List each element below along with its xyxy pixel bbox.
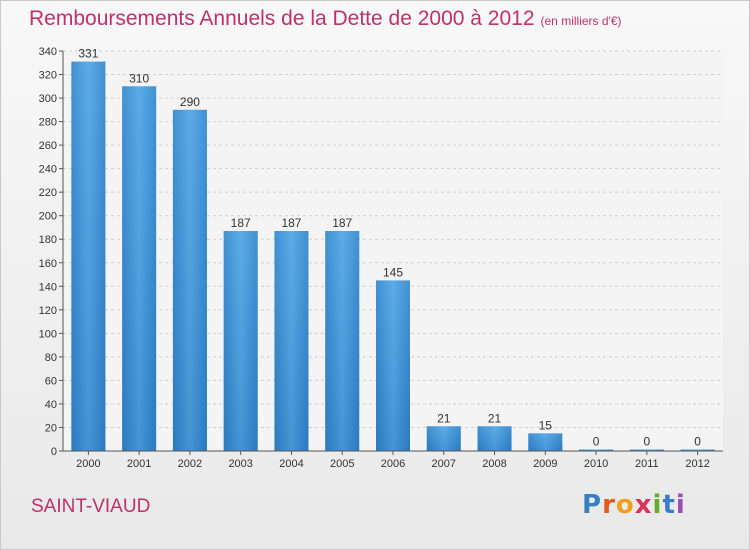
y-tick-label: 40 — [45, 399, 57, 411]
bar-shade — [528, 433, 563, 451]
x-tick-label: 2001 — [127, 458, 151, 470]
x-tick-label: 2005 — [330, 458, 354, 470]
x-tick-label: 2003 — [228, 458, 252, 470]
y-tick-label: 100 — [39, 328, 57, 340]
bar-shade — [680, 449, 715, 451]
logo-letter: i — [675, 490, 686, 520]
bar-shade — [376, 280, 410, 451]
data-label: 21 — [488, 411, 502, 425]
y-tick-label: 240 — [39, 164, 57, 176]
y-tick-label: 0 — [51, 446, 57, 458]
x-tick-label: 2002 — [178, 458, 202, 470]
y-tick-label: 160 — [39, 258, 57, 270]
data-label: 0 — [593, 435, 600, 449]
y-tick-label: 320 — [39, 70, 57, 82]
bar-shade — [325, 231, 360, 451]
logo-letter: P — [582, 490, 603, 520]
x-tick-label: 2006 — [381, 458, 405, 470]
y-tick-label: 300 — [39, 93, 57, 105]
bar-shade — [223, 231, 258, 451]
y-tick-label: 60 — [45, 375, 57, 387]
proxiti-logo: Proxiti — [582, 490, 686, 520]
bar-shade — [274, 231, 309, 451]
data-label: 15 — [539, 418, 553, 432]
x-tick-label: 2009 — [533, 458, 557, 470]
bar-shade — [477, 426, 512, 451]
y-tick-label: 280 — [39, 117, 57, 129]
data-label: 0 — [694, 435, 701, 449]
town-name: SAINT-VIAUD — [31, 496, 151, 517]
x-tick-label: 2008 — [482, 458, 506, 470]
data-label: 21 — [437, 411, 451, 425]
data-label: 290 — [180, 95, 200, 109]
x-tick-label: 2012 — [685, 458, 709, 470]
x-tick-label: 2007 — [432, 458, 456, 470]
data-label: 187 — [281, 216, 301, 230]
bar-shade — [629, 449, 664, 451]
y-tick-label: 80 — [45, 352, 57, 364]
data-label: 310 — [129, 71, 149, 85]
y-tick-label: 200 — [39, 211, 57, 223]
y-tick-label: 220 — [39, 187, 57, 199]
y-tick-label: 140 — [39, 281, 57, 293]
y-tick-label: 20 — [45, 422, 57, 434]
chart-title-text: Remboursements Annuels de la Dette de 20… — [29, 7, 535, 30]
data-label: 331 — [78, 47, 98, 61]
bar-shade — [172, 109, 207, 451]
x-tick-label: 2000 — [76, 458, 100, 470]
x-tick-label: 2011 — [635, 458, 659, 470]
axis-layer: 0 20 40 60 80 100 120 140 160 180 200 220 240 260 280 3… — [39, 46, 723, 470]
bar-shade — [122, 86, 157, 451]
y-tick-label: 340 — [39, 46, 57, 58]
bar-shade — [426, 426, 461, 451]
y-tick-label: 180 — [39, 234, 57, 246]
chart-subtitle: (en milliers d'€) — [540, 14, 622, 28]
bar-shade — [579, 449, 614, 451]
chart-title: Remboursements Annuels de la Dette de 20… — [29, 7, 622, 31]
bars-layer: 331 310 290 187 187 187 145 21 21 15 0 0 0 — [71, 47, 715, 452]
data-label: 187 — [332, 216, 352, 230]
x-tick-label: 2010 — [584, 458, 608, 470]
y-tick-label: 260 — [39, 140, 57, 152]
bar-shade — [71, 61, 106, 452]
logo-letter: x — [634, 490, 653, 520]
logo-letter: i — [652, 490, 663, 520]
data-label: 0 — [644, 435, 651, 449]
logo-letter: o — [615, 490, 635, 520]
data-label: 145 — [383, 265, 403, 279]
logo-letter: t — [662, 490, 676, 520]
data-label: 187 — [231, 216, 251, 230]
y-tick-label: 120 — [39, 305, 57, 317]
logo-letter: r — [602, 490, 616, 520]
x-tick-label: 2004 — [279, 458, 303, 470]
